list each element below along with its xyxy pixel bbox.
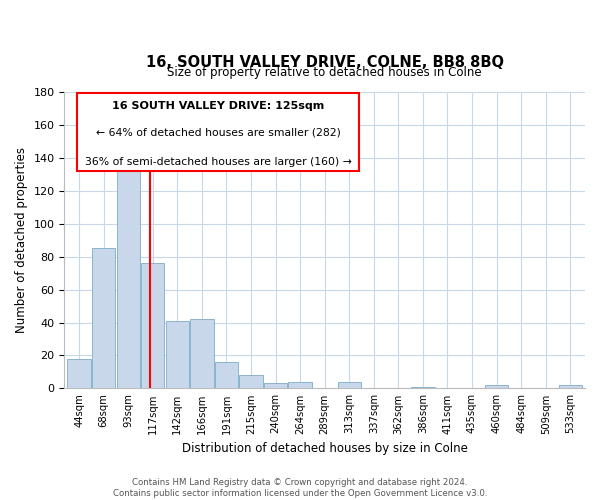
Bar — [485, 385, 508, 388]
Text: Size of property relative to detached houses in Colne: Size of property relative to detached ho… — [167, 66, 482, 78]
Bar — [411, 387, 434, 388]
Text: 36% of semi-detached houses are larger (160) →: 36% of semi-detached houses are larger (… — [85, 157, 352, 167]
FancyBboxPatch shape — [77, 94, 359, 170]
Text: ← 64% of detached houses are smaller (282): ← 64% of detached houses are smaller (28… — [95, 128, 340, 138]
Y-axis label: Number of detached properties: Number of detached properties — [15, 147, 28, 333]
Bar — [239, 376, 263, 388]
Bar — [92, 248, 115, 388]
Title: 16, SOUTH VALLEY DRIVE, COLNE, BB8 8BQ: 16, SOUTH VALLEY DRIVE, COLNE, BB8 8BQ — [146, 55, 504, 70]
Bar — [559, 385, 582, 388]
Text: Contains HM Land Registry data © Crown copyright and database right 2024.
Contai: Contains HM Land Registry data © Crown c… — [113, 478, 487, 498]
Bar — [264, 384, 287, 388]
Bar — [190, 320, 214, 388]
Bar — [116, 153, 140, 388]
X-axis label: Distribution of detached houses by size in Colne: Distribution of detached houses by size … — [182, 442, 467, 455]
Bar — [166, 321, 189, 388]
Bar — [338, 382, 361, 388]
Bar — [67, 359, 91, 388]
Text: 16 SOUTH VALLEY DRIVE: 125sqm: 16 SOUTH VALLEY DRIVE: 125sqm — [112, 101, 324, 111]
Bar — [289, 382, 312, 388]
Bar — [141, 264, 164, 388]
Bar — [215, 362, 238, 388]
